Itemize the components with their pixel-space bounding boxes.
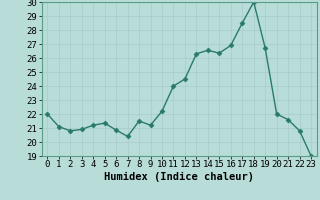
X-axis label: Humidex (Indice chaleur): Humidex (Indice chaleur) [104,172,254,182]
